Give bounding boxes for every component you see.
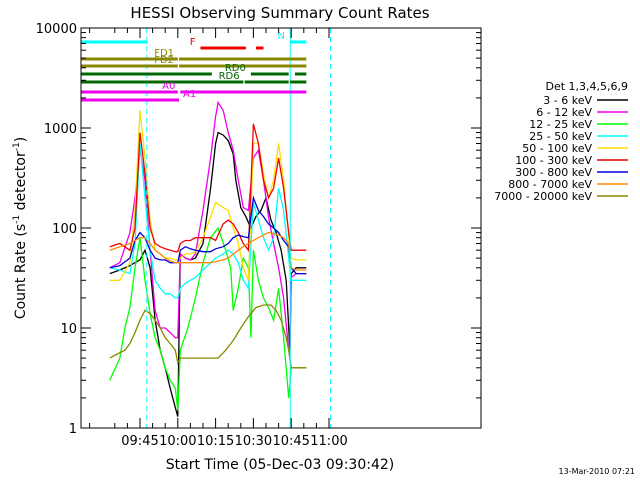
interval-label-fd1: FD1 [154, 48, 174, 59]
y-axis-label-exponent: -1 [12, 215, 22, 224]
series-line-7 [109, 195, 307, 275]
y-axis-label: Count Rate (s-1 detector-1) [12, 137, 29, 319]
chart-title: HESSI Observing Summary Count Rates [130, 4, 429, 22]
interval-label-rd6: RD6 [219, 71, 240, 82]
x-tick-label: 09:45 [121, 434, 158, 449]
x-tick-label: 10:45 [272, 434, 309, 449]
y-tick-label: 1000 [44, 122, 77, 137]
legend-entry-label: 100 - 300 keV [515, 154, 592, 167]
y-tick-label: 10000 [36, 22, 77, 37]
legend-entry-label: 300 - 800 keV [515, 166, 592, 179]
legend-entry-label: 3 - 6 keV [543, 94, 592, 107]
legend-entry-label: 6 - 12 keV [536, 106, 592, 119]
interval-label-rd0: RD0 [225, 63, 246, 74]
x-axis-label: Start Time (05-Dec-03 09:30:42) [166, 457, 394, 473]
y-tick-label: 100 [52, 222, 77, 237]
series-line-4 [109, 143, 307, 299]
series-line-6 [109, 123, 307, 253]
series-line-9 [109, 304, 307, 369]
timestamp-footer: 13-Mar-2010 07:21 [559, 467, 636, 476]
legend-entry-label: 800 - 7000 keV [508, 178, 592, 191]
y-axis-label-part: detector [13, 151, 29, 215]
x-tick-label: 10:30 [235, 434, 272, 449]
series-line-1 [109, 131, 307, 417]
legend-entry-label: 12 - 25 keV [529, 118, 592, 131]
y-tick-label: 1 [69, 422, 77, 437]
y-axis-label-exponent: -1 [12, 142, 22, 151]
series-layer [109, 100, 307, 417]
interval-label-fd2: FD2 [154, 55, 174, 66]
x-tick-label: 10:15 [197, 434, 234, 449]
y-axis-label-part: Count Rate (s [13, 224, 29, 319]
legend-title: Det 1,3,4,5,6,9 [545, 80, 628, 93]
y-axis-label-part: ) [13, 137, 29, 142]
x-tick-label: 11:00 [310, 434, 347, 449]
plot-frame [80, 27, 482, 429]
series-line-2 [109, 100, 307, 359]
legend-entry-label: 50 - 100 keV [522, 142, 592, 155]
interval-label-a1: A1 [183, 89, 196, 100]
axis-layer: 09:45 10:00 10:15 10:30 10:45 11:00 1 10 100 1000… [36, 22, 481, 449]
interval-label-n: N [277, 31, 284, 42]
vertical-marker-layer [146, 28, 332, 428]
interval-label-a0: A0 [162, 81, 175, 92]
series-line-8 [109, 231, 307, 271]
y-tick-label: 10 [60, 322, 77, 337]
legend-entry-label: 7000 - 20000 keV [494, 190, 592, 203]
series-line-5 [109, 110, 307, 281]
legend-entry-label: 25 - 50 keV [529, 130, 592, 143]
x-tick-label: 10:00 [159, 434, 196, 449]
series-line-3 [109, 226, 307, 411]
interval-label-f: F [190, 37, 196, 48]
